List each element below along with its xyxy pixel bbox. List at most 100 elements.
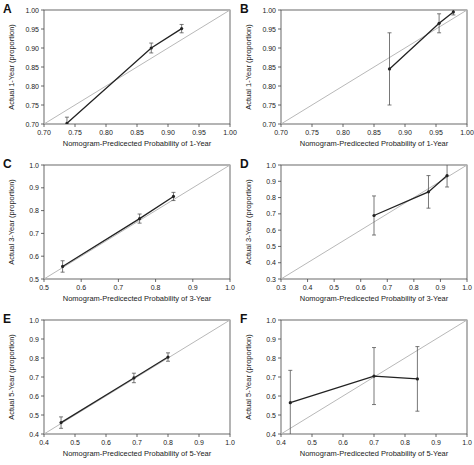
x-tick-label: 0.9 (431, 439, 441, 446)
x-tick (199, 434, 200, 437)
x-tick-label: 0.4 (276, 439, 286, 446)
y-tick (41, 358, 44, 359)
x-tick-label: 0.6 (338, 439, 348, 446)
reference-line (281, 320, 467, 434)
plot-area (281, 165, 467, 279)
x-tick-label: 0.75 (68, 129, 82, 136)
y-tick (41, 86, 44, 87)
y-tick (41, 29, 44, 30)
x-tick (192, 279, 193, 282)
x-tick (118, 279, 119, 282)
x-tick (281, 279, 282, 282)
x-tick-label: 0.7 (382, 284, 392, 291)
y-tick (41, 67, 44, 68)
y-tick (41, 256, 44, 257)
x-tick (44, 279, 45, 282)
x-tick-label: 0.80 (99, 129, 113, 136)
y-tick (278, 213, 281, 214)
x-tick-label: 0.9 (194, 439, 204, 446)
calibration-line (67, 29, 182, 124)
y-tick (278, 377, 281, 378)
x-tick-label: 0.8 (151, 284, 161, 291)
x-tick (312, 434, 313, 437)
y-tick-label: 0.4 (266, 431, 276, 438)
y-tick-label: 0.6 (266, 227, 276, 234)
plot-area (281, 320, 467, 434)
y-tick (41, 434, 44, 435)
plot-area (44, 10, 230, 124)
x-tick-label: 0.95 (192, 129, 206, 136)
x-tick-label: 0.9 (436, 284, 446, 291)
x-tick (106, 434, 107, 437)
panel: A0.700.750.800.850.900.951.000.700.750.8… (3, 2, 237, 148)
y-tick (41, 233, 44, 234)
reference-line (44, 320, 230, 434)
y-tick-label: 0.4 (266, 259, 276, 266)
x-tick (168, 124, 169, 127)
x-tick (436, 124, 437, 127)
x-tick (467, 279, 468, 282)
point (445, 174, 448, 177)
x-tick (405, 434, 406, 437)
point (372, 214, 375, 217)
point (372, 374, 375, 377)
x-tick (230, 434, 231, 437)
y-tick-label: 1.0 (29, 162, 39, 169)
panel: F0.40.50.60.70.80.91.00.40.50.60.70.80.9… (240, 312, 472, 458)
y-tick (41, 320, 44, 321)
error-bar (59, 417, 63, 428)
x-tick-label: 0.90 (398, 129, 412, 136)
y-tick-label: 1.00 (262, 7, 276, 14)
y-tick-label: 0.7 (266, 210, 276, 217)
x-tick-label: 0.5 (39, 284, 49, 291)
reference-line (44, 10, 230, 124)
calibration-line (374, 176, 447, 216)
y-tick-label: 0.8 (29, 355, 39, 362)
y-axis-label: Actual 3-Year (proportion) (244, 179, 253, 265)
y-tick (278, 262, 281, 263)
y-tick (278, 358, 281, 359)
y-tick-label: 0.85 (25, 64, 39, 71)
y-tick (41, 210, 44, 211)
x-tick (106, 124, 107, 127)
plot-area (44, 165, 230, 279)
y-tick (278, 246, 281, 247)
point (172, 195, 175, 198)
point (65, 122, 68, 124)
y-tick-label: 0.8 (266, 355, 276, 362)
y-tick (41, 10, 44, 11)
x-tick (374, 124, 375, 127)
error-bar (149, 43, 153, 53)
y-tick (278, 181, 281, 182)
x-axis-label: Nomogram-Predicected Probability of 1-Ye… (300, 139, 449, 148)
y-tick-label: 1.0 (266, 317, 276, 324)
x-tick-label: 1.0 (225, 439, 235, 446)
x-tick (137, 434, 138, 437)
y-tick-label: 0.70 (25, 121, 39, 128)
y-tick (41, 187, 44, 188)
y-tick-label: 1.00 (25, 7, 39, 14)
x-tick-label: 0.85 (367, 129, 381, 136)
x-tick-label: 0.85 (130, 129, 144, 136)
y-tick (278, 165, 281, 166)
y-tick (41, 48, 44, 49)
y-axis-label: Actual 5-Year (proportion) (244, 334, 253, 420)
x-tick (343, 124, 344, 127)
x-tick-label: 1.0 (225, 284, 235, 291)
x-tick-label: 0.4 (303, 284, 313, 291)
y-tick (278, 279, 281, 280)
error-bar (138, 214, 142, 223)
error-bar (451, 10, 455, 15)
x-tick (75, 434, 76, 437)
y-tick-label: 0.5 (266, 243, 276, 250)
x-tick (44, 434, 45, 437)
x-tick-label: 0.5 (329, 284, 339, 291)
x-tick-label: 0.6 (101, 439, 111, 446)
plot-frame (281, 165, 467, 279)
y-tick-label: 0.95 (262, 26, 276, 33)
y-tick (41, 377, 44, 378)
x-tick-label: 0.5 (70, 439, 80, 446)
panel-label: F (240, 312, 247, 326)
x-tick (168, 434, 169, 437)
error-bar (166, 353, 170, 361)
